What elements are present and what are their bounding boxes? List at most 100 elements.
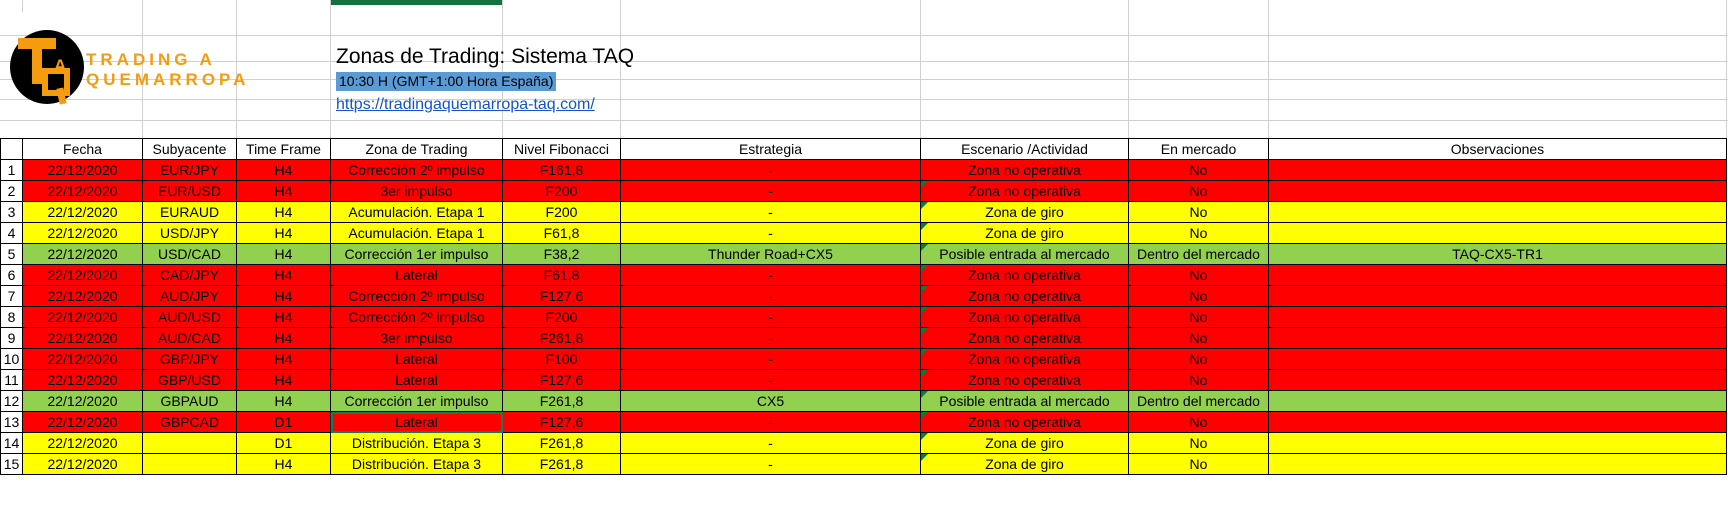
cell-observaciones[interactable] (1268, 369, 1727, 391)
cell-fecha[interactable]: 22/12/2020 (22, 264, 143, 286)
cell-en-mercado[interactable]: Dentro del mercado (1128, 243, 1269, 265)
row-number[interactable]: 4 (0, 222, 23, 244)
row-number[interactable]: 2 (0, 180, 23, 202)
cell-nivel-fibonacci[interactable]: F261,8 (502, 327, 621, 349)
cell-escenario-actividad[interactable]: Zona de giro (920, 222, 1129, 244)
cell-timeframe[interactable]: H4 (236, 306, 331, 328)
table-row[interactable]: 6 22/12/2020 CAD/JPY H4 Lateral F61,8- Zona no… (0, 264, 1727, 286)
cell-timeframe[interactable]: H4 (236, 243, 331, 265)
cell-subyacente[interactable]: AUD/CAD (142, 327, 237, 349)
cell-fecha[interactable]: 22/12/2020 (22, 222, 143, 244)
cell-escenario-actividad[interactable]: Posible entrada al mercado (920, 390, 1129, 412)
cell-fecha[interactable]: 22/12/2020 (22, 327, 143, 349)
column-header-en-mercado[interactable]: En mercado (1128, 138, 1269, 160)
cell-observaciones[interactable] (1268, 222, 1727, 244)
cell-timeframe[interactable]: H4 (236, 327, 331, 349)
cell-nivel-fibonacci[interactable]: F261,8 (502, 432, 621, 454)
cell-fecha[interactable]: 22/12/2020 (22, 348, 143, 370)
cell-observaciones[interactable]: TAQ-CX5-TR1 (1268, 243, 1727, 265)
cell-timeframe[interactable]: D1 (236, 432, 331, 454)
cell-fecha[interactable]: 22/12/2020 (22, 306, 143, 328)
row-number[interactable]: 9 (0, 327, 23, 349)
cell-observaciones[interactable] (1268, 348, 1727, 370)
cell-subyacente[interactable]: AUD/JPY (142, 285, 237, 307)
cell-nivel-fibonacci[interactable]: F261,8 (502, 453, 621, 475)
cell-subyacente[interactable]: GBPCAD (142, 411, 237, 433)
row-number[interactable]: 5 (0, 243, 23, 265)
column-header-observaciones[interactable]: Observaciones (1268, 138, 1727, 160)
cell-estrategia[interactable]: - (620, 180, 921, 202)
cell-estrategia[interactable]: - (620, 453, 921, 475)
cell-en-mercado[interactable]: No (1128, 327, 1269, 349)
cell-observaciones[interactable] (1268, 306, 1727, 328)
cell-nivel-fibonacci[interactable]: F61,8 (502, 264, 621, 286)
cell-subyacente[interactable]: AUD/USD (142, 306, 237, 328)
cell-observaciones[interactable] (1268, 390, 1727, 412)
column-header-nivel-fibonacci[interactable]: Nivel Fibonacci (502, 138, 621, 160)
cell-subyacente[interactable] (142, 432, 237, 454)
cell-estrategia[interactable]: - (620, 369, 921, 391)
cell-escenario-actividad[interactable]: Posible entrada al mercado (920, 243, 1129, 265)
cell-escenario-actividad[interactable]: Zona no operativa (920, 264, 1129, 286)
cell-fecha[interactable]: 22/12/2020 (22, 243, 143, 265)
cell-en-mercado[interactable]: No (1128, 285, 1269, 307)
cell-nivel-fibonacci[interactable]: F127,6 (502, 411, 621, 433)
cell-zona-de-trading[interactable]: Acumulación. Etapa 1 (330, 222, 503, 244)
row-number[interactable]: 14 (0, 432, 23, 454)
cell-fecha[interactable]: 22/12/2020 (22, 390, 143, 412)
cell-zona-de-trading[interactable]: Lateral (330, 369, 503, 391)
cell-nivel-fibonacci[interactable]: F200 (502, 180, 621, 202)
cell-subyacente[interactable]: GBP/USD (142, 369, 237, 391)
cell-nivel-fibonacci[interactable]: F38,2 (502, 243, 621, 265)
cell-zona-de-trading[interactable]: Corrección 2º impulso (330, 285, 503, 307)
cell-fecha[interactable]: 22/12/2020 (22, 432, 143, 454)
cell-timeframe[interactable]: H4 (236, 369, 331, 391)
cell-subyacente[interactable]: EURAUD (142, 201, 237, 223)
cell-subyacente[interactable]: GBPAUD (142, 390, 237, 412)
cell-observaciones[interactable] (1268, 285, 1727, 307)
cell-estrategia[interactable]: Thunder Road+CX5 (620, 243, 921, 265)
cell-escenario-actividad[interactable]: Zona no operativa (920, 285, 1129, 307)
cell-zona-de-trading[interactable]: Acumulación. Etapa 1 (330, 201, 503, 223)
cell-en-mercado[interactable]: No (1128, 201, 1269, 223)
cell-en-mercado[interactable]: No (1128, 369, 1269, 391)
cell-en-mercado[interactable]: Dentro del mercado (1128, 390, 1269, 412)
table-row[interactable]: 1 22/12/2020 EUR/JPY H4 Corrección 2º impuls… (0, 159, 1727, 181)
cell-estrategia[interactable]: - (620, 432, 921, 454)
cell-subyacente[interactable]: GBP/JPY (142, 348, 237, 370)
cell-fecha[interactable]: 22/12/2020 (22, 180, 143, 202)
table-row[interactable]: 9 22/12/2020 AUD/CAD H4 3er impulso F261,8- Zo… (0, 327, 1727, 349)
table-row[interactable]: 8 22/12/2020 AUD/USD H4 Corrección 2º impuls… (0, 306, 1727, 328)
cell-fecha[interactable]: 22/12/2020 (22, 159, 143, 181)
cell-escenario-actividad[interactable]: Zona no operativa (920, 411, 1129, 433)
cell-subyacente[interactable] (142, 453, 237, 475)
cell-observaciones[interactable] (1268, 411, 1727, 433)
row-number[interactable]: 13 (0, 411, 23, 433)
cell-escenario-actividad[interactable]: Zona no operativa (920, 159, 1129, 181)
cell-fecha[interactable]: 22/12/2020 (22, 411, 143, 433)
cell-zona-de-trading[interactable]: Distribución. Etapa 3 (330, 453, 503, 475)
cell-timeframe[interactable]: H4 (236, 201, 331, 223)
cell-escenario-actividad[interactable]: Zona no operativa (920, 348, 1129, 370)
column-header-zona-de-trading[interactable]: Zona de Trading (330, 138, 503, 160)
cell-en-mercado[interactable]: No (1128, 180, 1269, 202)
row-number[interactable]: 8 (0, 306, 23, 328)
cell-estrategia[interactable]: - (620, 348, 921, 370)
cell-en-mercado[interactable]: No (1128, 411, 1269, 433)
column-header-escenario-actividad[interactable]: Escenario /Actividad (920, 138, 1129, 160)
row-number[interactable]: 1 (0, 159, 23, 181)
cell-timeframe[interactable]: H4 (236, 222, 331, 244)
table-row[interactable]: 10 22/12/2020 GBP/JPY H4 Lateral F100- Zona no… (0, 348, 1727, 370)
cell-nivel-fibonacci[interactable]: F200 (502, 306, 621, 328)
cell-zona-de-trading[interactable]: Lateral (330, 264, 503, 286)
cell-escenario-actividad[interactable]: Zona no operativa (920, 306, 1129, 328)
column-header-subyacente[interactable]: Subyacente (142, 138, 237, 160)
cell-zona-de-trading[interactable]: Corrección 2º impulso (330, 159, 503, 181)
row-number[interactable]: 11 (0, 369, 23, 391)
cell-fecha[interactable]: 22/12/2020 (22, 453, 143, 475)
cell-estrategia[interactable]: - (620, 285, 921, 307)
table-row[interactable]: 12 22/12/2020 GBPAUD H4 Corrección 1er impul… (0, 390, 1727, 412)
cell-subyacente[interactable]: CAD/JPY (142, 264, 237, 286)
cell-zona-de-trading[interactable]: 3er impulso (330, 180, 503, 202)
cell-estrategia[interactable]: - (620, 264, 921, 286)
